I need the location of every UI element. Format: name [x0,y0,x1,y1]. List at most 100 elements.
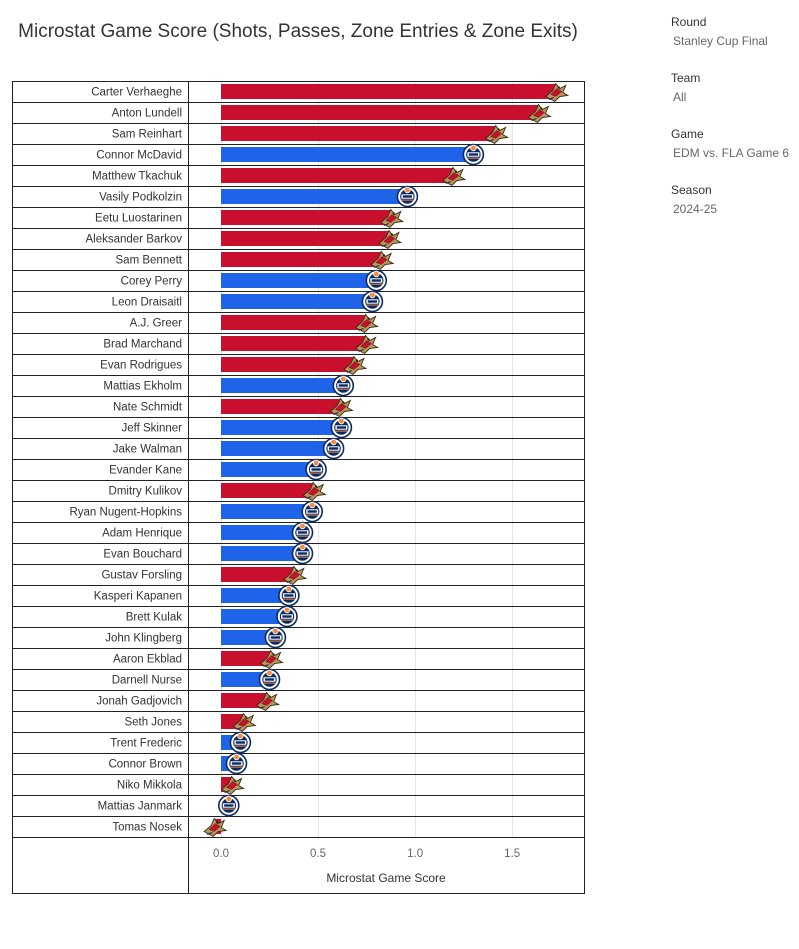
category-label: Matthew Tkachuk [92,171,182,183]
category-label: Trent Frederic [110,738,182,750]
panthers-logo-icon [302,481,327,502]
filter-season-value[interactable]: 2024-25 [673,202,718,216]
category-label: Corey Perry [121,276,183,288]
category-label: Dmitry Kulikov [109,486,183,498]
x-axis-title: Microstat Game Score [326,871,446,885]
bar[interactable] [221,651,272,666]
bar[interactable] [221,693,268,708]
filter-team-label: Team [671,71,701,85]
bar[interactable] [221,525,303,540]
oilers-logo-icon [396,185,419,208]
bar[interactable] [221,210,392,225]
filter-round-value[interactable]: Stanley Cup Final [673,34,768,48]
bar[interactable] [221,84,557,99]
bar[interactable] [221,126,497,141]
category-label: Nate Schmidt [113,402,183,414]
filter-panel: Round Stanley Cup Final Team All Game ED… [671,14,796,238]
category-label: Brett Kulak [126,612,182,624]
oilers-logo-icon [330,416,353,439]
bar[interactable] [221,462,317,477]
panthers-logo-icon [484,124,509,145]
panthers-logo-icon [343,355,368,376]
bar[interactable] [221,504,313,519]
team-logos [203,82,570,838]
bar[interactable] [221,588,289,603]
bar[interactable] [221,567,295,582]
category-label: Niko Mikkola [117,780,183,792]
panthers-logo-icon [232,712,257,733]
bar[interactable] [221,672,270,687]
filter-game-value[interactable]: EDM vs. FLA Game 6 [673,146,790,160]
category-label: Leon Draisaitl [112,297,182,309]
panthers-logo-icon [255,691,280,712]
oilers-logo-icon [278,584,300,607]
bar[interactable] [221,378,344,393]
bar[interactable] [221,483,315,498]
filter-game-label: Game [671,127,704,141]
bar[interactable] [221,231,390,246]
filter-game[interactable]: Game EDM vs. FLA Game 6 [671,126,796,182]
category-label: Mattias Janmark [98,801,183,813]
x-tick-label: 1.0 [407,848,423,860]
bar[interactable] [221,252,383,267]
panthers-logo-icon [283,565,308,586]
filter-round-label: Round [671,15,707,29]
oilers-logo-icon [291,542,314,565]
bars [215,84,557,834]
filter-team[interactable]: Team All [671,70,796,126]
bar[interactable] [221,336,367,351]
bar[interactable] [221,189,408,204]
chart-frame [12,81,585,894]
bar[interactable] [221,168,454,183]
bar[interactable] [221,441,334,456]
bar[interactable] [221,420,342,435]
bar[interactable] [221,609,287,624]
panthers-logo-icon [259,649,284,670]
category-label: Aaron Ekblad [113,654,182,666]
oilers-logo-icon [218,794,240,817]
category-label: Kasperi Kapanen [94,591,182,603]
bar[interactable] [221,105,540,120]
panthers-logo-icon [380,208,405,229]
panthers-logo-icon [442,166,467,187]
bar[interactable] [221,546,303,561]
chart-title: Microstat Game Score (Shots, Passes, Zon… [18,21,578,42]
panthers-logo-icon [378,229,403,250]
bar[interactable] [221,294,373,309]
filter-team-value[interactable]: All [673,90,687,104]
category-label: Connor Brown [108,759,182,771]
x-tick-label: 0.5 [310,848,326,860]
filter-season[interactable]: Season 2024-25 [671,182,796,238]
panthers-logo-icon [354,313,379,334]
category-label: Tomas Nosek [112,822,182,834]
bar[interactable] [221,315,367,330]
panthers-logo-icon [545,82,570,103]
bar[interactable] [221,147,474,162]
category-labels: Carter Verhaeghe Anton Lundell Sam Reinhar… [69,87,182,834]
category-label: Brad Marchand [103,339,182,351]
panthers-logo-icon [220,775,245,796]
filter-round[interactable]: Round Stanley Cup Final [671,14,796,70]
category-label: Mattias Ekholm [103,381,182,393]
oilers-logo-icon [229,731,252,754]
category-label: Sam Reinhart [112,129,183,141]
bar[interactable] [221,357,355,372]
category-label: Sam Bennett [116,255,183,267]
panthers-logo-icon [370,250,395,271]
category-label: Aleksander Barkov [85,234,182,246]
bar[interactable] [221,399,342,414]
category-label: Vasily Podkolzin [99,192,182,204]
category-label: Carter Verhaeghe [91,87,182,99]
category-label: Eetu Luostarinen [95,213,182,225]
oilers-logo-icon [301,500,324,523]
category-label: Ryan Nugent-Hopkins [69,507,182,519]
oilers-logo-icon [361,290,384,313]
category-label: Connor McDavid [96,150,182,162]
bar[interactable] [221,273,377,288]
category-label: John Klingberg [105,633,182,645]
bar[interactable] [221,630,276,645]
category-label: A.J. Greer [130,318,183,330]
category-label: Jake Walman [113,444,182,456]
oilers-logo-icon [305,458,327,481]
